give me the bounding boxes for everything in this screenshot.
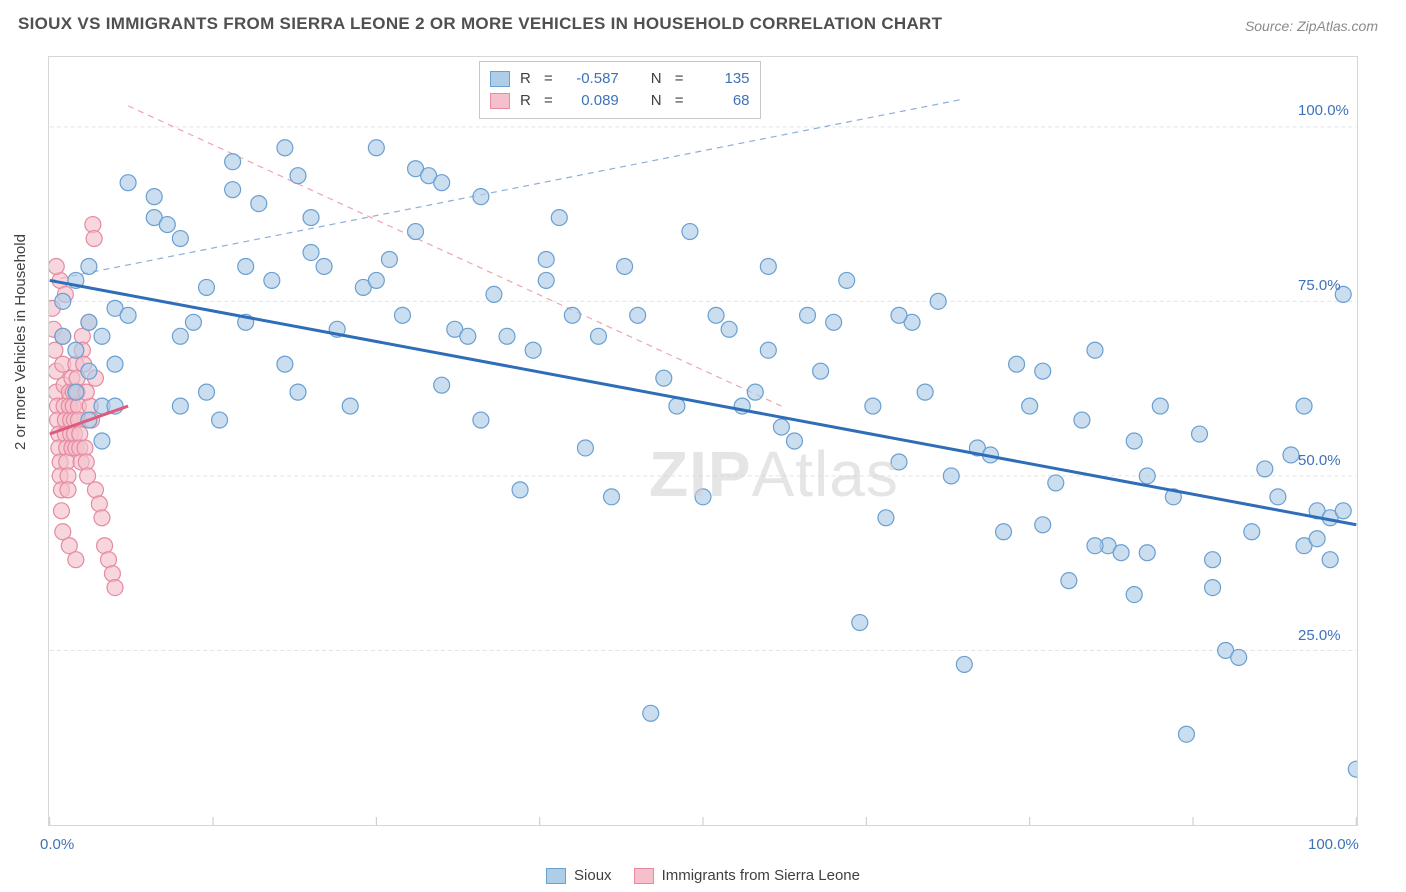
equals-sign: = <box>544 90 553 112</box>
swatch-sierra-leone <box>490 93 510 109</box>
legend-swatch-sierra-leone <box>634 868 654 884</box>
stats-row-sioux: R = -0.587 N = 135 <box>490 68 750 90</box>
r-value-sierra-leone: 0.089 <box>563 90 619 112</box>
r-label: R <box>520 90 534 112</box>
swatch-sioux <box>490 71 510 87</box>
y-axis-label: 2 or more Vehicles in Household <box>12 234 29 450</box>
y-tick-label: 25.0% <box>1298 627 1341 644</box>
y-tick-label: 100.0% <box>1298 102 1349 119</box>
source-attribution: Source: ZipAtlas.com <box>1245 18 1378 34</box>
legend-label-sierra-leone: Immigrants from Sierra Leone <box>662 867 860 884</box>
y-tick-label: 50.0% <box>1298 452 1341 469</box>
chart-title: SIOUX VS IMMIGRANTS FROM SIERRA LEONE 2 … <box>18 14 942 34</box>
legend-label-sioux: Sioux <box>574 867 612 884</box>
n-label: N <box>651 68 665 90</box>
x-tick-label: 0.0% <box>40 836 74 853</box>
legend-swatch-sioux <box>546 868 566 884</box>
n-value-sioux: 135 <box>694 68 750 90</box>
equals-sign: = <box>675 90 684 112</box>
legend-item-sierra-leone: Immigrants from Sierra Leone <box>634 867 860 884</box>
legend: Sioux Immigrants from Sierra Leone <box>0 867 1406 884</box>
n-label: N <box>651 90 665 112</box>
x-tick-label: 100.0% <box>1308 836 1359 853</box>
equals-sign: = <box>544 68 553 90</box>
stats-row-sierra-leone: R = 0.089 N = 68 <box>490 90 750 112</box>
plot-area: R = -0.587 N = 135 R = 0.089 N = 68 ZIPA… <box>48 56 1358 826</box>
correlation-stats-box: R = -0.587 N = 135 R = 0.089 N = 68 <box>479 61 761 119</box>
r-value-sioux: -0.587 <box>563 68 619 90</box>
chart-container: SIOUX VS IMMIGRANTS FROM SIERRA LEONE 2 … <box>0 0 1406 892</box>
y-tick-label: 75.0% <box>1298 277 1341 294</box>
scatter-plot-svg <box>49 57 1357 825</box>
r-label: R <box>520 68 534 90</box>
equals-sign: = <box>675 68 684 90</box>
legend-item-sioux: Sioux <box>546 867 612 884</box>
n-value-sierra-leone: 68 <box>694 90 750 112</box>
